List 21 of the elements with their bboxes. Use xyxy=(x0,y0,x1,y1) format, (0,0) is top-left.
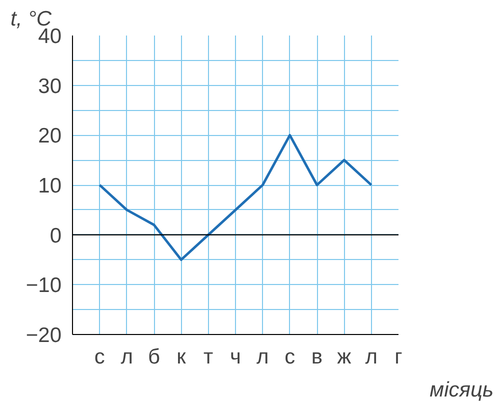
y-tick-label: −10 xyxy=(26,274,62,298)
x-tick-label: с xyxy=(94,346,105,368)
y-tick-label: 40 xyxy=(38,25,62,48)
y-tick-label: −20 xyxy=(26,324,62,347)
x-axis-title: місяць xyxy=(430,378,494,402)
x-tick-label: ч xyxy=(230,346,241,368)
line-series xyxy=(98,134,373,261)
y-tick-label: 10 xyxy=(38,174,62,198)
x-tick-label: л xyxy=(365,346,378,368)
x-tick-label: к xyxy=(176,346,187,368)
x-tick-label: л xyxy=(256,346,269,368)
x-tick-label: л xyxy=(120,346,133,368)
y-tick-label: 30 xyxy=(38,74,62,98)
y-tick-label: 0 xyxy=(50,224,62,248)
x-tick-label: в xyxy=(311,346,323,368)
x-tick-label: с xyxy=(284,346,296,368)
x-tick-label: т xyxy=(204,346,214,368)
y-tick-label: 20 xyxy=(38,124,62,148)
x-tick-label: г xyxy=(394,346,403,368)
x-tick-label: ж xyxy=(337,346,352,368)
x-tick-label: б xyxy=(148,346,160,368)
